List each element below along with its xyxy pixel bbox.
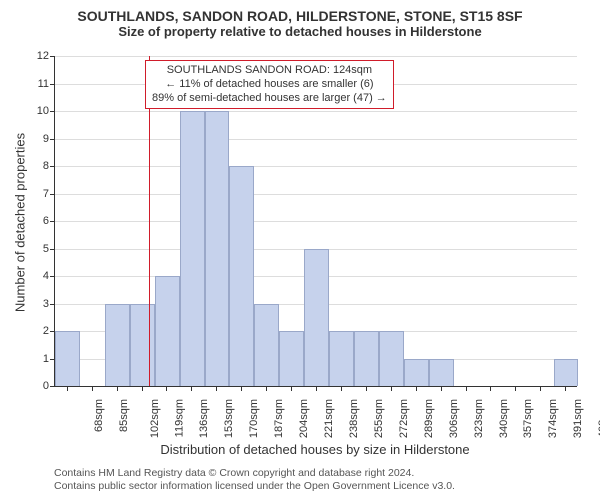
- x-tick: [366, 386, 367, 391]
- x-tick-label: 408sqm: [595, 399, 600, 438]
- histogram-bar: [429, 359, 454, 387]
- gridline: [55, 139, 577, 140]
- histogram-bar: [404, 359, 429, 387]
- plot-area: 012345678910111268sqm85sqm102sqm119sqm13…: [54, 56, 577, 387]
- annotation-line: SOUTHLANDS SANDON ROAD: 124sqm: [152, 64, 387, 78]
- x-tick-label: 102sqm: [147, 399, 161, 438]
- x-tick: [216, 386, 217, 391]
- x-tick: [391, 386, 392, 391]
- annotation-line: 89% of semi-detached houses are larger (…: [152, 92, 387, 106]
- x-tick-label: 357sqm: [521, 399, 535, 438]
- x-tick-label: 391sqm: [570, 399, 584, 438]
- histogram-bar: [304, 249, 329, 387]
- x-tick: [117, 386, 118, 391]
- y-tick-label: 9: [43, 133, 55, 145]
- x-tick-label: 85sqm: [116, 399, 130, 432]
- histogram-bar: [105, 304, 130, 387]
- y-tick-label: 12: [37, 50, 55, 62]
- y-tick-label: 0: [43, 380, 55, 392]
- histogram-bar: [554, 359, 579, 387]
- x-tick: [341, 386, 342, 391]
- y-tick-label: 11: [38, 78, 55, 90]
- y-tick-label: 5: [43, 243, 55, 255]
- histogram-bar: [155, 276, 180, 386]
- x-tick: [466, 386, 467, 391]
- footer-line-2: Contains public sector information licen…: [54, 480, 455, 494]
- x-axis-title: Distribution of detached houses by size …: [54, 442, 576, 457]
- x-tick-label: 119sqm: [171, 399, 185, 437]
- x-tick: [316, 386, 317, 391]
- x-tick-label: 255sqm: [371, 399, 385, 438]
- annotation-box: SOUTHLANDS SANDON ROAD: 124sqm← 11% of d…: [145, 60, 394, 109]
- x-tick-label: 374sqm: [546, 399, 560, 438]
- x-tick-label: 68sqm: [91, 399, 105, 432]
- y-axis-title: Number of detached properties: [13, 123, 28, 323]
- y-tick-label: 2: [43, 325, 55, 337]
- annotation-line: ← 11% of detached houses are smaller (6): [152, 78, 387, 92]
- histogram-bar: [379, 331, 404, 386]
- y-tick-label: 8: [43, 160, 55, 172]
- x-tick: [191, 386, 192, 391]
- gridline: [55, 221, 577, 222]
- y-tick-label: 3: [43, 298, 55, 310]
- x-tick: [92, 386, 93, 391]
- x-tick: [441, 386, 442, 391]
- x-tick-label: 340sqm: [496, 399, 510, 438]
- histogram-bar: [254, 304, 279, 387]
- y-tick-label: 4: [43, 270, 55, 282]
- gridline: [55, 194, 577, 195]
- x-tick: [515, 386, 516, 391]
- chart-title-main: SOUTHLANDS, SANDON ROAD, HILDERSTONE, ST…: [0, 0, 600, 24]
- histogram-bar: [130, 304, 155, 387]
- histogram-bar: [279, 331, 304, 386]
- gridline: [55, 166, 577, 167]
- footer: Contains HM Land Registry data © Crown c…: [54, 467, 455, 494]
- y-tick-label: 10: [37, 105, 55, 117]
- x-tick-label: 187sqm: [271, 399, 285, 438]
- x-tick-label: 221sqm: [321, 399, 335, 438]
- x-tick: [266, 386, 267, 391]
- x-tick-label: 272sqm: [396, 399, 410, 438]
- x-tick-label: 153sqm: [222, 399, 236, 438]
- x-tick: [291, 386, 292, 391]
- x-tick: [241, 386, 242, 391]
- x-tick: [142, 386, 143, 391]
- x-tick: [540, 386, 541, 391]
- x-tick-label: 289sqm: [421, 399, 435, 438]
- x-tick-label: 170sqm: [246, 399, 260, 438]
- x-tick-label: 323sqm: [471, 399, 485, 438]
- gridline: [55, 56, 577, 57]
- histogram-bar: [180, 111, 205, 386]
- histogram-bar: [205, 111, 230, 386]
- x-tick-label: 204sqm: [296, 399, 310, 438]
- x-tick: [166, 386, 167, 391]
- histogram-bar: [229, 166, 254, 386]
- y-tick-label: 7: [43, 188, 55, 200]
- x-tick-label: 306sqm: [446, 399, 460, 438]
- y-tick-label: 6: [43, 215, 55, 227]
- y-tick-label: 1: [43, 353, 55, 365]
- x-tick: [67, 386, 68, 391]
- chart-title-sub: Size of property relative to detached ho…: [0, 24, 600, 39]
- histogram-bar: [329, 331, 354, 386]
- x-tick-label: 238sqm: [346, 399, 360, 438]
- x-tick: [565, 386, 566, 391]
- histogram-bar: [354, 331, 379, 386]
- footer-line-1: Contains HM Land Registry data © Crown c…: [54, 467, 455, 481]
- histogram-bar: [55, 331, 80, 386]
- x-tick: [490, 386, 491, 391]
- gridline: [55, 111, 577, 112]
- x-tick: [416, 386, 417, 391]
- x-tick-label: 136sqm: [197, 399, 211, 438]
